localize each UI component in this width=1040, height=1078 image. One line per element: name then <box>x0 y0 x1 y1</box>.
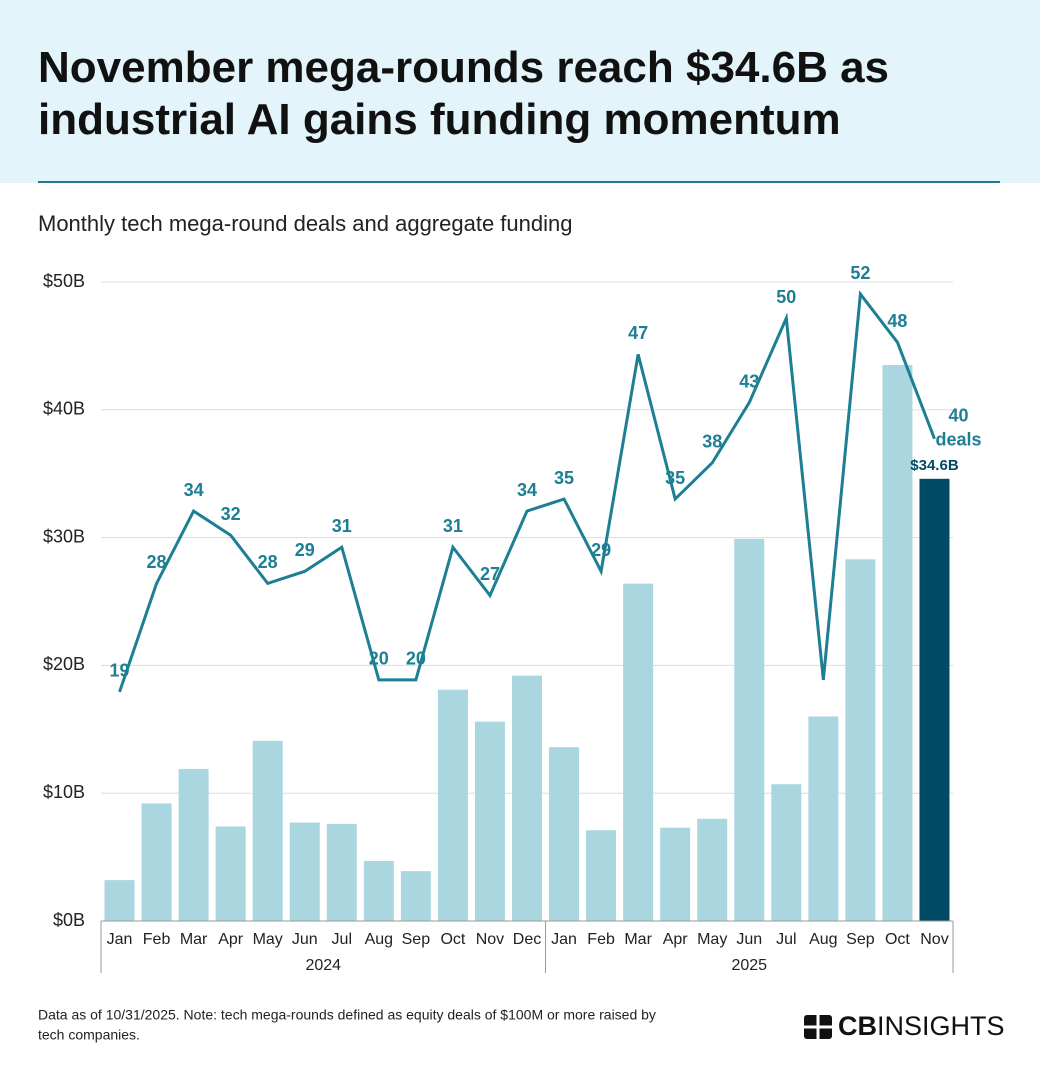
x-tick-label: Oct <box>885 931 910 948</box>
deals-label: 35 <box>554 468 574 488</box>
x-tick-label: Jan <box>107 931 133 948</box>
y-tick-label: $50B <box>43 271 85 291</box>
deals-label: 31 <box>443 516 463 536</box>
logo-rest: INSIGHTS <box>877 1011 1005 1041</box>
deals-label: 50 <box>776 287 796 307</box>
x-tick-label: Apr <box>218 931 244 948</box>
deals-label: 35 <box>665 468 685 488</box>
bar <box>178 768 209 921</box>
x-tick-label: Feb <box>587 931 615 948</box>
bar <box>104 880 135 921</box>
bar <box>289 822 320 921</box>
x-tick-label: Mar <box>180 931 208 948</box>
x-tick-label: Oct <box>440 931 465 948</box>
bar <box>845 559 876 921</box>
deals-label: 27 <box>480 564 500 584</box>
deals-label: 28 <box>258 552 278 572</box>
x-tick-label: Aug <box>365 931 393 948</box>
deals-label: 20 <box>369 649 389 669</box>
x-tick-label: Nov <box>920 931 948 948</box>
logo-bold: CB <box>838 1011 877 1041</box>
label-line: 40 <box>948 405 968 425</box>
y-tick-label: $40B <box>43 399 85 419</box>
bar <box>400 871 431 921</box>
x-tick-label: May <box>697 931 727 948</box>
x-group-label: 2024 <box>305 957 341 974</box>
deals-label: 20 <box>406 649 426 669</box>
deals-label: 47 <box>628 323 648 343</box>
x-tick-label: Jun <box>292 931 318 948</box>
deals-label: 31 <box>332 516 352 536</box>
x-tick-label: May <box>253 931 283 948</box>
bar <box>697 818 728 921</box>
x-tick-label: Nov <box>476 931 504 948</box>
deals-label: 34 <box>184 480 204 500</box>
bar <box>586 830 617 921</box>
bar <box>215 826 246 921</box>
x-tick-label: Apr <box>663 931 689 948</box>
deals-label: 28 <box>147 552 167 572</box>
x-tick-label: Jan <box>551 931 577 948</box>
x-tick-label: Sep <box>846 931 875 948</box>
bar <box>141 803 172 921</box>
deals-label: 19 <box>110 661 130 681</box>
deals-line <box>118 290 936 693</box>
deals-label: 38 <box>702 432 722 452</box>
footnote: Data as of 10/31/2025. Note: tech mega-r… <box>38 1007 656 1023</box>
y-tick-label: $0B <box>53 910 85 930</box>
footnote: tech companies. <box>38 1027 140 1043</box>
bar <box>660 827 691 921</box>
deals-label: 43 <box>739 371 759 391</box>
label-line: deals <box>935 429 981 449</box>
bar <box>808 716 839 921</box>
bar-value-label: $34.6B <box>910 457 959 474</box>
x-group-label: 2025 <box>731 957 767 974</box>
title-line: November mega-rounds reach $34.6B as <box>38 43 889 92</box>
chart-title: November mega-rounds reach $34.6B as indu… <box>38 43 889 144</box>
deals-label: 40 deals <box>935 405 981 449</box>
bar <box>512 675 542 921</box>
y-tick-label: $30B <box>43 526 85 546</box>
bar <box>326 823 357 921</box>
deals-label: 48 <box>887 311 907 331</box>
logo: CBINSIGHTS <box>804 1011 1005 1041</box>
bar <box>252 740 283 921</box>
bar <box>363 860 394 921</box>
x-tick-label: Feb <box>143 931 171 948</box>
deals-label: 34 <box>517 480 537 500</box>
x-tick-label: Dec <box>513 931 541 948</box>
x-tick-label: Jul <box>776 931 796 948</box>
bar <box>919 478 950 921</box>
bar <box>549 747 580 921</box>
title-line: industrial AI gains funding momentum <box>38 95 841 144</box>
bar <box>882 365 913 921</box>
deals-label: 29 <box>591 540 611 560</box>
y-tick-label: $20B <box>43 654 85 674</box>
y-tick-label: $10B <box>43 782 85 802</box>
deals-label: 29 <box>295 540 315 560</box>
bar <box>734 538 765 921</box>
x-tick-label: Jun <box>736 931 762 948</box>
bar <box>771 784 802 921</box>
x-tick-label: Jul <box>332 931 352 948</box>
bar <box>623 583 654 921</box>
bar <box>474 721 505 921</box>
x-tick-label: Aug <box>809 931 837 948</box>
header-band <box>0 0 1040 183</box>
chart-subtitle: Monthly tech mega-round deals and aggreg… <box>38 211 572 236</box>
bar <box>437 689 468 921</box>
x-tick-label: Sep <box>402 931 431 948</box>
deals-label: 32 <box>221 504 241 524</box>
x-tick-label: Mar <box>624 931 652 948</box>
deals-label: 52 <box>850 263 870 283</box>
logo-text: CBINSIGHTS <box>838 1011 1005 1041</box>
